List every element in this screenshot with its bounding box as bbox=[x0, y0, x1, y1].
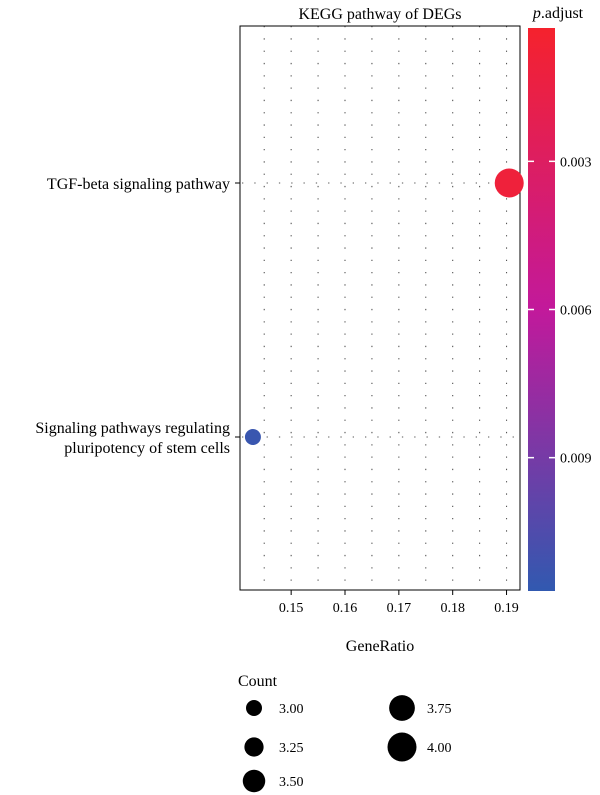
size-legend-dot bbox=[387, 732, 417, 762]
colorbar-title-rest: .adjust bbox=[541, 5, 584, 22]
size-legend-label: 3.75 bbox=[427, 702, 452, 717]
size-legend-dot bbox=[242, 769, 266, 793]
x-tick-label: 0.19 bbox=[494, 601, 519, 616]
data-points bbox=[244, 168, 524, 445]
y-category-label: TGF-beta signaling pathway bbox=[47, 176, 230, 193]
plot-panel bbox=[239, 25, 521, 591]
size-legend-dot bbox=[246, 700, 262, 716]
y-category-label: Signaling pathways regulating pluripotenc… bbox=[35, 420, 230, 457]
size-legend-label: 3.25 bbox=[279, 741, 304, 756]
colorbar-tick-label: 0.003 bbox=[560, 155, 592, 170]
grid-lines bbox=[242, 26, 518, 590]
chart-title: KEGG pathway of DEGs bbox=[298, 6, 461, 23]
colorbar-title: p.adjust bbox=[532, 5, 584, 22]
size-legend-label: 4.00 bbox=[427, 741, 452, 756]
colorbar-ticks: 0.003 0.006 0.009 bbox=[528, 155, 592, 467]
x-tick-label: 0.15 bbox=[279, 601, 304, 616]
colorbar-title-italic: p bbox=[532, 5, 541, 22]
size-legend: Count 3.00 3.25 3.50 3.75 4.00 bbox=[238, 673, 452, 793]
x-tick-label: 0.18 bbox=[440, 601, 465, 616]
y-axis-category-labels: TGF-beta signaling pathway Signaling path… bbox=[35, 176, 240, 457]
size-legend-dot bbox=[389, 695, 415, 721]
size-legend-title: Count bbox=[238, 673, 278, 690]
x-tick-label: 0.16 bbox=[333, 601, 358, 616]
x-axis-ticks: 0.15 0.16 0.17 0.18 0.19 bbox=[279, 590, 519, 616]
x-tick-label: 0.17 bbox=[387, 601, 412, 616]
size-legend-label: 3.00 bbox=[279, 702, 304, 717]
data-point-2 bbox=[244, 429, 261, 445]
size-legend-label: 3.50 bbox=[279, 775, 304, 790]
colorbar-tick-label: 0.009 bbox=[560, 452, 592, 467]
size-legend-dot bbox=[244, 737, 264, 757]
data-point-1 bbox=[494, 168, 524, 198]
colorbar-tick-label: 0.006 bbox=[560, 304, 592, 319]
x-axis-label: GeneRatio bbox=[346, 638, 414, 655]
